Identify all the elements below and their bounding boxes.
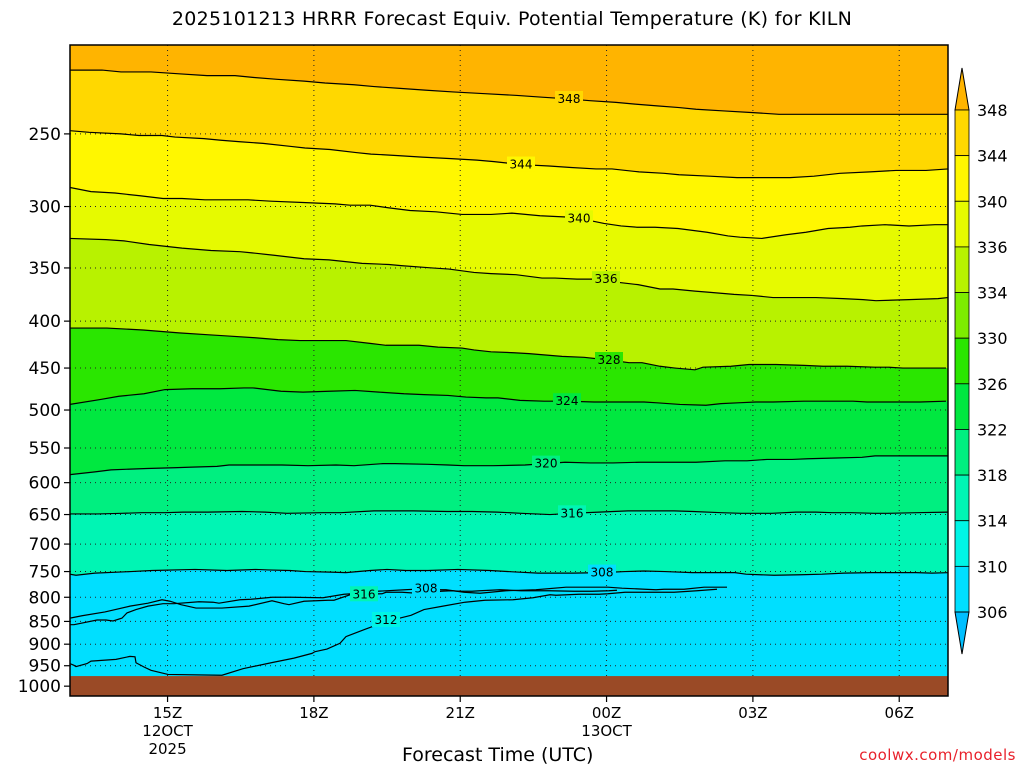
y-tick-label-900: 900 <box>29 635 61 655</box>
colorbar-tick-310: 310 <box>977 557 1008 576</box>
y-tick-label-400: 400 <box>29 312 61 332</box>
contour-label-308-1: 308 <box>591 566 614 580</box>
colorbar-top-arrow <box>954 67 970 111</box>
contour-labels: 308 308 312 316 316 320 324 328 336 340 344 348 <box>350 90 623 628</box>
contour-344-10 <box>70 130 948 179</box>
colorbar-tick-314: 314 <box>977 512 1008 531</box>
colorbar-tick-340: 340 <box>977 192 1008 211</box>
y-tick-label-300: 300 <box>29 198 61 218</box>
contour-label-344-10: 344 <box>510 158 533 172</box>
contour-324-6 <box>70 387 947 406</box>
y-tick-label-800: 800 <box>29 588 61 608</box>
colorbar-swatch-2 <box>954 200 970 248</box>
x-axis-label: Forecast Time (UTC) <box>402 744 594 766</box>
colorbar-tick-318: 318 <box>977 466 1008 485</box>
contour-label-336-8: 336 <box>595 272 618 286</box>
contour-308-1 <box>70 568 948 576</box>
y-tick-label-350: 350 <box>29 259 61 279</box>
x-tick-label-18Z: 18Z <box>299 704 328 722</box>
fill-band-308-11 <box>70 569 948 696</box>
contour-label-320-5: 320 <box>535 457 558 471</box>
colorbar: 348 344 340 336 334 330 326 322 318 314 310 306 <box>954 67 1008 655</box>
contour-label-bg-0 <box>412 580 440 596</box>
x-tick-label-15Z: 15Z <box>153 704 182 722</box>
contour-label-308-0: 308 <box>415 582 438 596</box>
colorbar-swatch-0 <box>954 109 970 157</box>
colorbar-swatch-8 <box>954 474 970 522</box>
contour-label-328-7: 328 <box>598 353 621 367</box>
y-tick-label-950: 950 <box>29 657 61 677</box>
contour-320-5 <box>70 455 948 476</box>
theta-e-fill <box>70 45 948 696</box>
colorbar-tick-306: 306 <box>977 603 1008 622</box>
y-tick-label-750: 750 <box>29 563 61 583</box>
colorbar-tick-330: 330 <box>977 329 1008 348</box>
contour-label-bg-10 <box>507 156 535 172</box>
colorbar-tick-336: 336 <box>977 238 1008 257</box>
contour-label-324-6: 324 <box>556 394 579 408</box>
contour-316-3 <box>70 510 948 516</box>
surface-ground <box>70 676 948 696</box>
contour-label-bg-2 <box>372 612 400 628</box>
colorbar-tick-334: 334 <box>977 284 1008 303</box>
contour-348-11 <box>70 69 948 115</box>
colorbar-swatch-9 <box>954 520 970 567</box>
contour-label-bg-9 <box>565 210 593 226</box>
y-tick-label-250: 250 <box>29 125 61 145</box>
colorbar-swatch-6 <box>954 383 970 430</box>
colorbar-swatch-4 <box>954 292 970 339</box>
colorbar-swatch-7 <box>954 429 970 476</box>
contour-label-340-9: 340 <box>568 211 591 225</box>
contour-316-4 <box>70 589 618 626</box>
contour-328-7 <box>70 327 946 371</box>
colorbar-tick-322: 322 <box>977 420 1008 439</box>
x-tick-label-21Z: 21Z <box>446 704 475 722</box>
y-tick-label-1000: 1000 <box>18 677 61 697</box>
x-tick-sublabel-00Z: 13OCT <box>581 722 632 740</box>
contour-label-bg-8 <box>592 271 620 287</box>
x-tick-label-00Z: 00Z <box>592 704 621 722</box>
colorbar-tick-326: 326 <box>977 375 1008 394</box>
contour-label-bg-4 <box>350 586 378 602</box>
y-axis: 250 300 350 400 450 500 550 600 650 700 750 800 850 9… <box>18 125 70 697</box>
y-tick-label-500: 500 <box>29 401 61 421</box>
contour-label-bg-3 <box>558 505 586 521</box>
x-tick-label-03Z: 03Z <box>738 704 767 722</box>
contour-label-bg-6 <box>553 393 581 409</box>
chart-title: 2025101213 HRRR Forecast Equiv. Potentia… <box>171 8 853 30</box>
contour-340-9 <box>70 186 948 240</box>
credit-text: coolwx.com/models <box>859 746 1016 764</box>
contour-label-bg-7 <box>595 352 623 368</box>
x-tick-sublabel-15Z: 12OCT <box>142 722 193 740</box>
colorbar-bottom-arrow <box>954 611 970 655</box>
colorbar-swatch-5 <box>954 337 970 385</box>
contour-label-316-3: 316 <box>561 506 584 520</box>
contour-336-8 <box>70 237 948 302</box>
grid-lines <box>70 45 948 696</box>
contour-label-348-11: 348 <box>558 92 581 106</box>
contour-312-2 <box>70 588 718 676</box>
y-tick-label-450: 450 <box>29 359 61 379</box>
contour-label-312-2: 312 <box>375 613 398 627</box>
colorbar-swatch-10 <box>954 565 970 613</box>
contour-label-bg-11 <box>555 90 583 106</box>
colorbar-tick-348: 348 <box>977 101 1008 120</box>
y-tick-label-700: 700 <box>29 535 61 555</box>
colorbar-swatch-1 <box>954 155 970 202</box>
colorbar-tick-344: 344 <box>977 147 1008 166</box>
y-tick-label-850: 850 <box>29 612 61 632</box>
colorbar-swatch-3 <box>954 246 970 293</box>
y-tick-label-600: 600 <box>29 474 61 494</box>
x-tick-label-06Z: 06Z <box>885 704 914 722</box>
y-tick-label-550: 550 <box>29 439 61 459</box>
contour-label-bg-1 <box>588 564 616 580</box>
contour-label-bg-5 <box>532 455 560 471</box>
y-tick-label-650: 650 <box>29 506 61 526</box>
contour-label-316-4: 316 <box>353 587 376 601</box>
x-tick-year-15Z: 2025 <box>148 740 186 758</box>
plot-frame <box>69 44 949 697</box>
